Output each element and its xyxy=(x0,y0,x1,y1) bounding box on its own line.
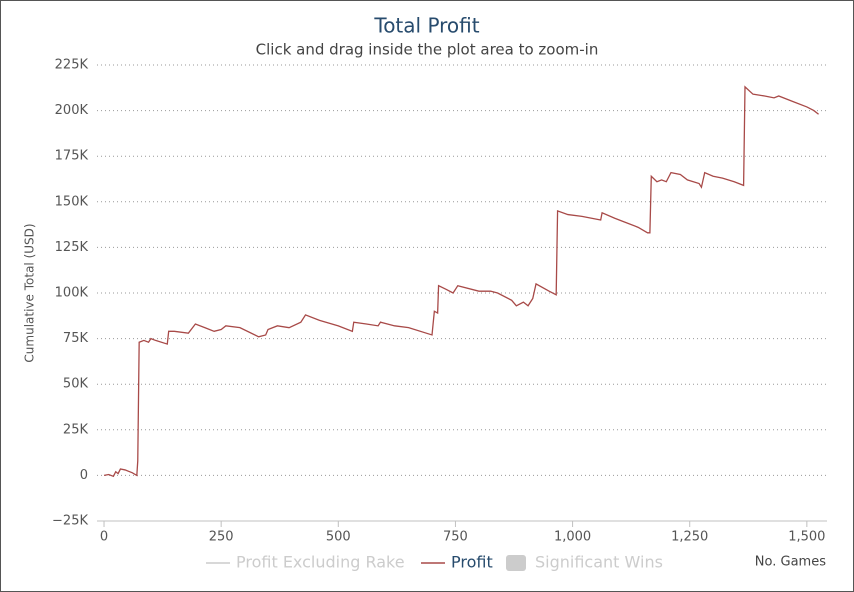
y-tick-label: 25K xyxy=(63,422,89,437)
y-tick-label: 50K xyxy=(63,377,89,392)
x-tick-label: 500 xyxy=(326,530,351,545)
legend-label[interactable]: Significant Wins xyxy=(535,553,663,572)
y-tick-label: 75K xyxy=(63,331,89,346)
legend-label[interactable]: Profit Excluding Rake xyxy=(236,553,405,572)
y-axis-label: Cumulative Total (USD) xyxy=(23,223,37,362)
y-tick-label: 125K xyxy=(55,240,89,255)
x-tick-label: 1,250 xyxy=(671,530,708,545)
x-tick-label: 750 xyxy=(443,530,468,545)
chart-subtitle: Click and drag inside the plot area to z… xyxy=(256,41,599,59)
y-tick-label: 150K xyxy=(55,194,89,209)
legend-symbol xyxy=(506,555,526,571)
chart-title: Total Profit xyxy=(373,14,479,38)
y-tick-label: 175K xyxy=(55,149,89,164)
y-tick-label: 100K xyxy=(55,286,89,301)
x-tick-label: 1,500 xyxy=(788,530,825,545)
y-tick-label: −25K xyxy=(52,514,88,529)
x-tick-label: 0 xyxy=(100,530,108,545)
y-tick-label: 200K xyxy=(55,103,89,118)
profit-line xyxy=(103,85,819,478)
x-tick-label: 1,000 xyxy=(554,530,591,545)
x-tick-label: 250 xyxy=(209,530,234,545)
legend-label[interactable]: Profit xyxy=(451,553,493,572)
y-tick-label: 0 xyxy=(80,468,88,483)
y-tick-label: 225K xyxy=(55,58,89,73)
x-axis-label: No. Games xyxy=(755,555,826,570)
